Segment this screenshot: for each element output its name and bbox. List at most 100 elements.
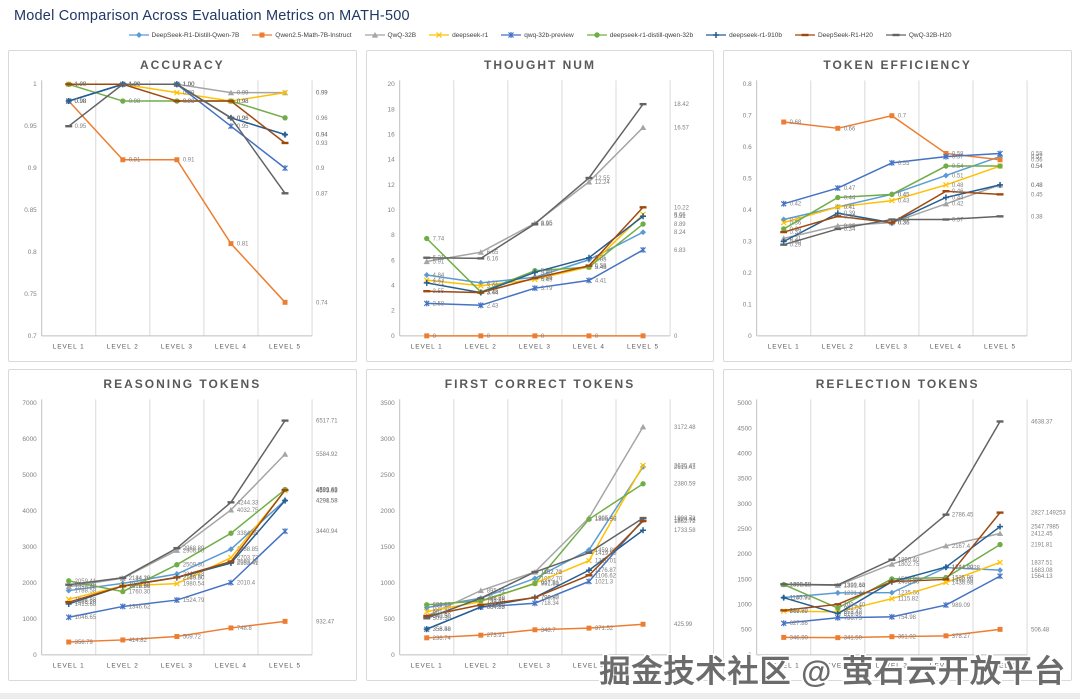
y-tick-label: 0.5 [743, 176, 752, 183]
data-label: 0.58 [1031, 151, 1043, 157]
data-label: 4.59 [540, 276, 552, 282]
data-label: 997.81 [540, 581, 559, 587]
chart-title-reasoning-tokens: REASONING TOKENS [103, 377, 262, 391]
data-label: 1734.8828 [952, 566, 981, 572]
data-label: 1.00 [75, 82, 87, 88]
y-tick-label: 18 [387, 106, 395, 113]
legend-marker-icon [364, 32, 385, 38]
data-label: 0 [674, 334, 678, 340]
data-label: 4291.58 [316, 499, 338, 505]
data-label: 0.47 [844, 186, 856, 192]
data-label: 12.55 [595, 176, 611, 182]
y-tick-label: 2000 [738, 551, 753, 558]
data-label: 0.36 [898, 221, 910, 227]
x-tick-label: LEVEL 1 [53, 344, 85, 351]
data-label: 796.90 [540, 596, 559, 602]
data-label: 2.58 [432, 301, 444, 307]
legend-item-qwen2-5-math-7b-instruct: Qwen2.5-Math-7B-Instruct [252, 31, 352, 39]
data-label: 540.50 [432, 614, 451, 620]
data-label: 0.91 [129, 158, 141, 164]
y-tick-label: 14 [387, 157, 395, 164]
y-tick-label: 5000 [738, 400, 753, 407]
data-label: 1905.40 [595, 516, 617, 522]
chart-card-accuracy: ACCURACY 0.7 0.75 0.8 0.85 0.9 0.95 1 LEVEL 1 LEV… [8, 50, 357, 362]
data-label: 0.58 [952, 151, 964, 157]
data-label: 356.58 [432, 627, 451, 633]
y-tick-label: 4000 [738, 451, 753, 458]
data-label: 0.98 [75, 99, 87, 105]
data-label: 2191.81 [1031, 543, 1053, 549]
data-label: 6.16 [486, 256, 498, 262]
chart-card-first-correct-tokens: FIRST CORRECT TOKENS 0 500 1000 1500 2000 2500… [365, 369, 715, 681]
data-label: 0.29 [790, 243, 802, 249]
x-tick-label: LEVEL 2 [107, 344, 139, 351]
y-tick-label: 0 [391, 652, 395, 659]
chart-plot-token-efficiency: 0 0.1 0.2 0.3 0.4 0.5 0.6 0.7 0.8 LEVEL 1 LEVEL 2 L… [743, 80, 1044, 351]
data-label: 0.68 [790, 120, 802, 126]
data-label: 2134.18 [129, 576, 151, 582]
data-label: 1.00 [129, 82, 141, 88]
x-tick-label: LEVEL 4 [215, 344, 247, 351]
data-label: 273.91 [486, 633, 505, 639]
data-label: 1919.87 [129, 584, 150, 590]
data-label: 754.98 [898, 615, 917, 621]
y-tick-label: 1000 [22, 616, 37, 623]
data-label: 0.98 [75, 99, 87, 105]
data-label: 1.00 [129, 82, 141, 88]
data-label: 3.48 [486, 290, 498, 296]
y-tick-label: 1500 [380, 544, 395, 551]
data-label: 1455.60 [898, 580, 920, 586]
data-label: 1.00 [183, 82, 195, 88]
data-label: 991.80 [540, 582, 559, 588]
data-label: 1419.80 [595, 551, 617, 557]
data-label: 1176.87 [595, 568, 616, 574]
data-label: 0.96 [237, 116, 249, 122]
y-tick-label: 5000 [22, 472, 37, 479]
data-label: 2412.45 [1031, 531, 1053, 537]
legend-item-deepseek-r1-910b: deepseek-r1-910b [706, 31, 782, 39]
data-label: 1115.82 [898, 597, 919, 603]
data-label: 2155.80 [183, 575, 205, 581]
x-tick-label: LEVEL 1 [410, 344, 442, 351]
x-tick-label: LEVEL 4 [573, 663, 605, 670]
page-title: Model Comparison Across Evaluation Metri… [14, 8, 410, 24]
data-label: 2968.89 [183, 546, 205, 552]
data-label: 10.22 [674, 205, 689, 211]
x-tick-label: LEVEL 5 [984, 663, 1016, 670]
chart-title-first-correct-tokens: FIRST CORRECT TOKENS [444, 377, 636, 391]
data-label: 346.90 [790, 635, 809, 641]
chart-plot-reflection-tokens: 0 500 1000 1500 2000 2500 3000 3500 4000 4500 5000… [738, 399, 1067, 670]
data-label: 0.94 [316, 133, 328, 139]
data-label: 0.55 [898, 161, 910, 167]
x-tick-label: LEVEL 2 [107, 663, 139, 670]
data-label: 694.90 [486, 603, 505, 609]
data-label: 1980.54 [183, 582, 205, 588]
data-label: 0.9 [316, 166, 325, 172]
y-tick-label: 0.9 [28, 165, 37, 172]
data-label: 1346.62 [129, 604, 150, 610]
x-tick-label: LEVEL 1 [53, 663, 85, 670]
data-label: 2167.4 [952, 544, 971, 550]
data-label: 414.82 [129, 638, 147, 644]
data-label: 6.65 [486, 250, 498, 256]
data-label: 341.50 [844, 636, 863, 642]
data-label: 0.45 [898, 192, 910, 198]
legend-item-deepseek-r1-h20: DeepSeek-R1-H20 [794, 31, 873, 39]
data-label: 0.41 [844, 205, 856, 211]
legend-label: QwQ-32B [387, 31, 417, 39]
data-label: 0.96 [316, 116, 328, 122]
data-label: 1802.75 [898, 562, 920, 568]
data-label: 1.00 [75, 82, 87, 88]
data-label: 0.36 [898, 221, 910, 227]
data-label: 1683.08 [1031, 568, 1053, 574]
data-label: 4032.75 [237, 508, 259, 514]
chart-card-thought-num: THOUGHT NUM 0 2 4 6 8 10 12 14 16 18 20 LEVEL 1 LEVEL… [365, 50, 715, 362]
y-tick-label: 0.1 [743, 301, 752, 308]
data-label: 0.98 [237, 99, 249, 105]
data-label: 2553.41 [237, 561, 259, 567]
data-label: 853.42 [844, 610, 862, 616]
data-label: 0.57 [952, 155, 964, 161]
y-tick-label: 0.7 [743, 113, 752, 120]
data-label: 1415.68 [75, 602, 97, 608]
y-tick-label: 0.6 [743, 144, 752, 151]
